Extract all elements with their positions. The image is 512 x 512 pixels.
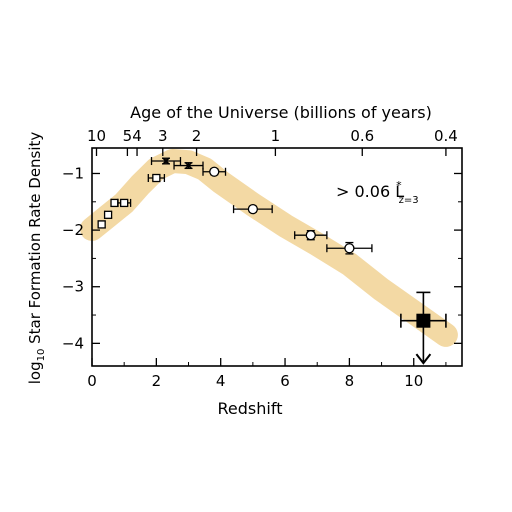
data-point [202,166,227,177]
data-point [97,220,106,229]
marker-square-open [97,220,106,229]
data-points [97,157,447,365]
y-axis-ticks: −1 −2 −3 −4 [62,164,462,352]
marker-square-open [110,198,119,208]
top-tick-label: 2 [192,127,202,145]
data-point [400,291,447,365]
y-tick-label: −2 [62,221,84,239]
top-tick-label: 0.6 [350,127,374,145]
upper-limit-arrow [415,353,432,365]
marker-square-open [103,210,113,219]
marker-square-open [152,173,161,183]
x-tick-label: 2 [152,372,162,390]
y-axis-label: log10 Star Formation Rate Density [26,132,47,385]
y-tick-label: −3 [62,278,84,296]
x-tick-label: 10 [404,372,423,390]
x-axis-label: Redshift [218,399,283,418]
data-point [117,198,132,208]
x-tick-label: 0 [87,372,97,390]
y-axis-label-subscript: 10 [36,349,47,362]
y-tick-label: −4 [62,334,84,352]
x-axis-ticks: 0 2 4 6 8 10 [87,358,447,390]
top-tick-label: 0.4 [434,127,458,145]
data-point [147,173,166,183]
marker-square-filled [416,313,431,328]
marker-circle-open [344,243,355,254]
marker-cross [184,161,193,170]
y-tick-label: −1 [62,164,84,182]
annotation-superscript: * [396,179,402,192]
top-tick-label: 1 [271,127,281,145]
top-axis-ticks: 10 5 4 3 2 1 0.6 0.4 [87,127,458,156]
x-tick-label: 6 [280,372,290,390]
marker-square-open [120,198,129,208]
marker-circle-open [209,166,220,177]
plot-frame [91,147,463,367]
top-tick-label: 3 [158,127,168,145]
data-point [173,161,204,170]
annotation-subscript: z=3 [399,195,419,206]
marker-cross [162,157,170,165]
annotation-text: > 0.06 L [336,182,404,201]
marker-circle-open [305,230,316,241]
top-tick-label: 4 [132,127,142,145]
y-axis-label-main: log [26,361,44,384]
data-point [150,157,182,166]
top-tick-label: 5 [123,127,133,145]
x-tick-label: 4 [216,372,226,390]
data-point [326,241,373,255]
data-point [294,230,328,241]
y-axis-label-rest: Star Formation Rate Density [26,132,44,349]
luminosity-annotation: > 0.06 L* z=3 [336,179,419,206]
x-tick-label: 8 [345,372,355,390]
marker-circle-open [247,204,259,215]
data-point [232,204,273,215]
top-tick-label: 10 [87,127,106,145]
data-point [103,210,113,219]
top-axis-label: Age of the Universe (billions of years) [130,103,432,122]
